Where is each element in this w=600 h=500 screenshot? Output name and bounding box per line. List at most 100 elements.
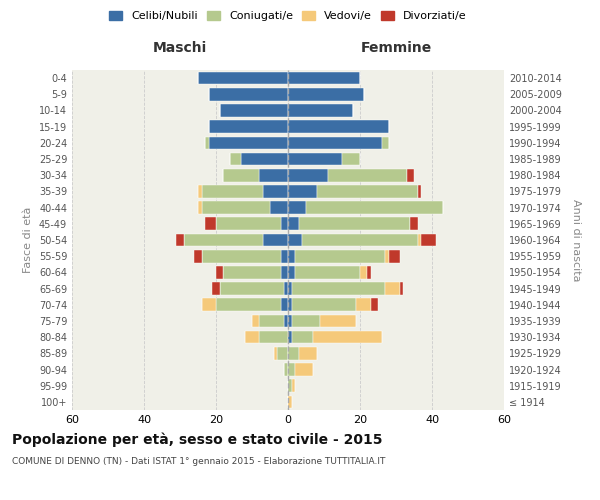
Bar xyxy=(205,136,209,149)
Bar xyxy=(198,185,202,198)
Bar xyxy=(385,282,400,295)
Bar xyxy=(292,282,385,295)
Bar xyxy=(220,104,288,117)
Bar xyxy=(360,266,367,278)
Bar xyxy=(288,331,292,344)
Bar xyxy=(320,314,356,328)
Bar xyxy=(277,347,288,360)
Bar xyxy=(212,282,220,295)
Y-axis label: Fasce di età: Fasce di età xyxy=(23,207,33,273)
Bar xyxy=(202,250,281,262)
Bar xyxy=(410,218,418,230)
Bar xyxy=(281,250,288,262)
Bar xyxy=(295,250,385,262)
Bar xyxy=(288,169,328,181)
Bar xyxy=(284,314,288,328)
Bar xyxy=(292,298,356,311)
Bar xyxy=(288,396,292,408)
Bar xyxy=(209,88,288,101)
Bar xyxy=(259,314,284,328)
Bar xyxy=(302,234,418,246)
Text: Maschi: Maschi xyxy=(153,42,207,56)
Bar xyxy=(216,218,281,230)
Bar xyxy=(284,363,288,376)
Bar xyxy=(288,120,389,133)
Bar xyxy=(292,314,320,328)
Bar xyxy=(270,202,288,214)
Bar xyxy=(313,331,382,344)
Bar xyxy=(202,298,216,311)
Text: Femmine: Femmine xyxy=(361,42,431,56)
Bar xyxy=(288,298,292,311)
Text: COMUNE DI DENNO (TN) - Dati ISTAT 1° gennaio 2015 - Elaborazione TUTTITALIA.IT: COMUNE DI DENNO (TN) - Dati ISTAT 1° gen… xyxy=(12,458,385,466)
Bar xyxy=(288,250,295,262)
Bar xyxy=(385,250,389,262)
Bar xyxy=(418,234,421,246)
Bar xyxy=(292,380,295,392)
Bar xyxy=(288,347,299,360)
Bar xyxy=(295,266,360,278)
Bar xyxy=(288,152,342,166)
Bar xyxy=(230,152,241,166)
Bar xyxy=(288,266,295,278)
Bar xyxy=(382,136,389,149)
Legend: Celibi/Nubili, Coniugati/e, Vedovi/e, Divorziati/e: Celibi/Nubili, Coniugati/e, Vedovi/e, Di… xyxy=(109,10,467,21)
Bar xyxy=(288,88,364,101)
Bar xyxy=(342,152,360,166)
Bar xyxy=(288,282,292,295)
Bar xyxy=(216,266,223,278)
Text: Popolazione per età, sesso e stato civile - 2015: Popolazione per età, sesso e stato civil… xyxy=(12,432,383,447)
Bar xyxy=(328,169,407,181)
Bar xyxy=(306,202,443,214)
Bar xyxy=(194,250,202,262)
Bar xyxy=(288,380,292,392)
Bar xyxy=(288,218,299,230)
Bar xyxy=(288,104,353,117)
Bar xyxy=(317,185,418,198)
Bar xyxy=(288,202,306,214)
Bar xyxy=(288,363,295,376)
Bar xyxy=(288,234,302,246)
Bar xyxy=(209,136,288,149)
Bar xyxy=(274,347,277,360)
Bar xyxy=(400,282,403,295)
Bar xyxy=(252,314,259,328)
Bar xyxy=(205,218,216,230)
Bar xyxy=(288,136,382,149)
Bar xyxy=(220,282,284,295)
Y-axis label: Anni di nascita: Anni di nascita xyxy=(571,198,581,281)
Bar xyxy=(295,363,313,376)
Bar xyxy=(421,234,436,246)
Bar xyxy=(216,298,281,311)
Bar xyxy=(356,298,371,311)
Bar xyxy=(245,331,259,344)
Bar xyxy=(284,282,288,295)
Bar xyxy=(223,266,281,278)
Bar xyxy=(263,234,288,246)
Bar xyxy=(299,347,317,360)
Bar xyxy=(292,331,313,344)
Bar xyxy=(389,250,400,262)
Bar xyxy=(198,72,288,85)
Bar xyxy=(202,185,263,198)
Bar xyxy=(407,169,414,181)
Bar xyxy=(418,185,421,198)
Bar xyxy=(281,266,288,278)
Bar xyxy=(241,152,288,166)
Bar xyxy=(288,185,317,198)
Bar xyxy=(223,169,259,181)
Bar xyxy=(176,234,184,246)
Bar xyxy=(259,331,288,344)
Bar xyxy=(288,314,292,328)
Bar xyxy=(198,202,202,214)
Bar xyxy=(209,120,288,133)
Bar xyxy=(202,202,270,214)
Bar xyxy=(263,185,288,198)
Bar xyxy=(288,72,360,85)
Bar xyxy=(367,266,371,278)
Bar xyxy=(184,234,263,246)
Bar xyxy=(371,298,378,311)
Bar xyxy=(299,218,410,230)
Bar xyxy=(281,298,288,311)
Bar xyxy=(259,169,288,181)
